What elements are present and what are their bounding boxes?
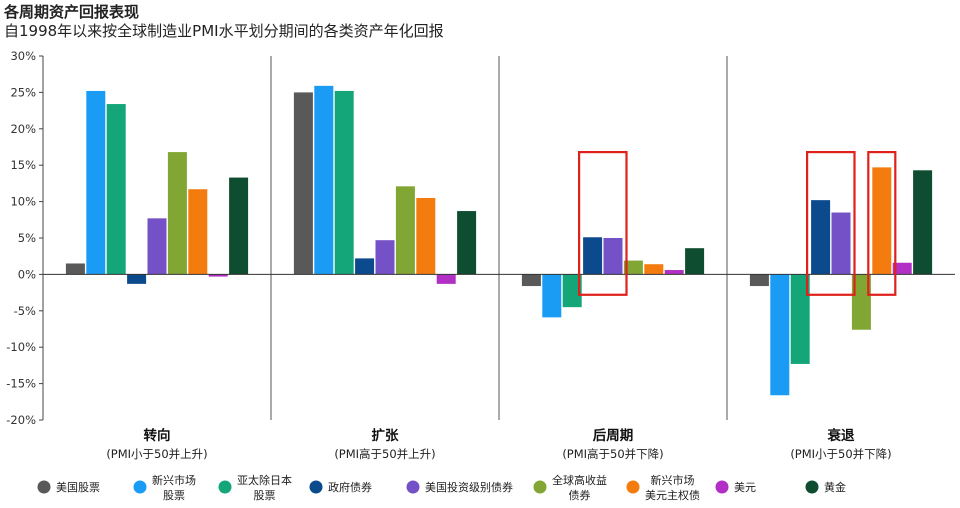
category-sublabel: (PMI高于50并上升): [334, 447, 435, 461]
legend-marker: [37, 480, 51, 494]
bar: [664, 270, 684, 275]
y-tick-label: -15%: [6, 377, 36, 391]
category-label: 转向: [144, 427, 171, 444]
category-sublabel: (PMI小于50并下降): [790, 447, 891, 461]
bar: [436, 274, 456, 284]
legend-label: 黄金: [824, 480, 846, 494]
legend-marker: [715, 480, 729, 494]
bar: [395, 186, 415, 275]
bar: [355, 258, 375, 275]
legend-label: 股票: [163, 489, 185, 502]
bar: [167, 152, 187, 275]
legend-label: 美元主权债: [645, 488, 700, 502]
bar: [457, 211, 477, 275]
y-tick-label: 5%: [18, 231, 36, 245]
bar: [644, 264, 664, 275]
legend-label: 美国投资级别债券: [425, 480, 513, 494]
legend-label: 新兴市场: [152, 473, 196, 487]
legend-marker: [805, 480, 819, 494]
bar: [851, 274, 871, 330]
category-label: 后周期: [593, 427, 634, 444]
y-tick-label: 25%: [10, 85, 36, 99]
category-label: 衰退: [827, 427, 856, 444]
legend-marker: [406, 480, 420, 494]
bar: [685, 248, 705, 275]
y-tick-label: 0%: [18, 267, 36, 281]
bar: [293, 92, 313, 275]
bar: [562, 274, 582, 308]
y-tick-label: -20%: [6, 413, 36, 427]
y-tick-label: 10%: [10, 195, 36, 209]
bar: [127, 274, 147, 284]
bar: [603, 238, 623, 275]
chart-title: 各周期资产回报表现: [4, 3, 140, 21]
bar: [208, 274, 228, 277]
category-sublabel: (PMI高于50并下降): [562, 447, 663, 461]
legend-marker: [533, 480, 547, 494]
y-tick-label: 15%: [10, 158, 36, 172]
chart-subtitle: 自1998年以来按全球制造业PMI水平划分期间的各类资产年化回报: [4, 22, 444, 40]
legend-label: 新兴市场: [651, 473, 695, 487]
category-sublabel: (PMI小于50并上升): [106, 447, 207, 461]
legend-marker: [218, 480, 232, 494]
bar: [521, 274, 541, 287]
bar: [334, 90, 354, 275]
legend-marker: [626, 480, 640, 494]
bar: [892, 262, 912, 275]
bar: [583, 237, 603, 275]
y-tick-label: -10%: [6, 340, 36, 354]
highlight-box: [577, 150, 628, 296]
bar: [65, 263, 85, 275]
bar: [623, 260, 643, 275]
y-tick-label: -5%: [14, 304, 36, 318]
bar: [314, 85, 334, 275]
bar: [749, 274, 769, 287]
bar: [147, 218, 167, 275]
bar: [872, 167, 892, 275]
y-tick-label: 30%: [10, 49, 36, 63]
bar: [106, 104, 126, 275]
bar: [229, 177, 249, 275]
legend-label: 美元: [734, 481, 756, 494]
legend-label: 债券: [569, 488, 591, 502]
bar: [375, 240, 395, 275]
bar: [416, 197, 436, 275]
bar: [188, 189, 208, 275]
bar: [86, 90, 106, 275]
y-tick-label: 20%: [10, 122, 36, 136]
legend-label: 亚太除日本: [237, 473, 292, 487]
bar: [831, 212, 851, 275]
category-label: 扩张: [372, 427, 399, 444]
legend-marker: [309, 480, 323, 494]
bar: [811, 200, 831, 275]
legend-label: 股票: [254, 489, 276, 502]
highlight-box: [805, 150, 856, 296]
legend-label: 全球高收益: [552, 473, 607, 487]
legend-label: 政府债券: [328, 480, 372, 494]
bar: [770, 274, 790, 396]
bar: [790, 274, 810, 364]
highlight-box: [867, 150, 897, 296]
legend-marker: [133, 480, 147, 494]
bar: [913, 170, 933, 275]
legend-label: 美国股票: [56, 481, 100, 494]
bar: [542, 274, 562, 318]
